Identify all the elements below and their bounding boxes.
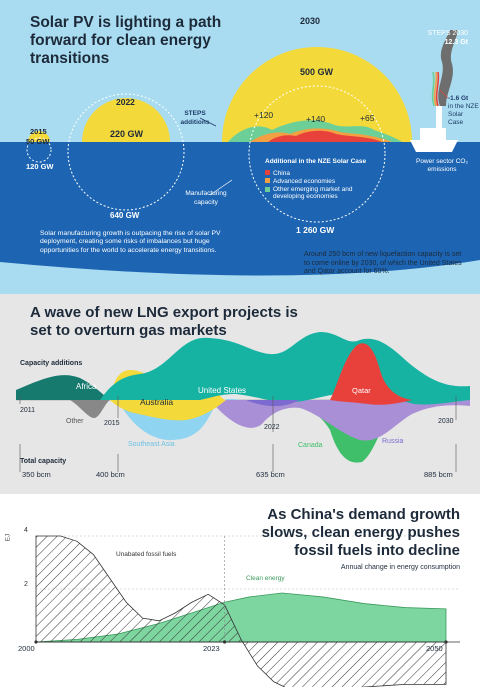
total-capacity-label: Total capacity (20, 458, 67, 465)
xtick-dot-2023 (223, 640, 227, 644)
label-canada: Canada (298, 442, 323, 449)
total-2011: 350 bcm (22, 470, 51, 479)
band-united-states (100, 332, 470, 405)
steps-2022-value: 220 GW (110, 129, 144, 139)
label-united-states: United States (198, 386, 247, 395)
label-clean: Clean energy (246, 575, 285, 582)
tick-2011: 2011 (20, 407, 36, 414)
china-subtitle: Annual change in energy consumption (340, 564, 460, 571)
legend-swatch-china (265, 170, 270, 175)
sun-2022 (82, 98, 170, 142)
ship-label: Power sector CO₂ emissions (415, 158, 468, 173)
nze-china-value: +120 (254, 110, 274, 120)
band-other (70, 400, 110, 418)
total-2022: 635 bcm (256, 470, 285, 479)
nze-line-c: Solar Case (448, 111, 464, 126)
band-qatar (330, 343, 412, 405)
smoke-plume (438, 30, 458, 106)
tick-2022: 2022 (264, 424, 280, 431)
legend-china: China (273, 170, 290, 177)
solar-section: Solar PV is lighting a path forward for … (0, 0, 480, 300)
legend-swatch-emerging (265, 186, 270, 192)
label-fossil: Unabated fossil fuels (116, 551, 177, 558)
steps-2030-label: STEPS 2030 (427, 30, 468, 37)
nze-emerging-value: +65 (360, 113, 375, 123)
sea (0, 142, 480, 276)
label-southeast-asia: Southeast Asia (128, 441, 175, 448)
china-title: As China's demand growth slows, clean en… (261, 506, 460, 559)
china-ylabel: EJ (4, 533, 12, 542)
ytick-4: 4 (24, 527, 28, 534)
nze-emissions: -1.6 Gt in the NZE Solar Case (448, 95, 480, 127)
lng-chart (16, 332, 470, 472)
sun-2030 (221, 46, 412, 142)
nze-line-b: in the NZE (448, 103, 479, 110)
xtick-dot-2000 (34, 640, 38, 644)
nze-hump-china (268, 130, 382, 142)
mfg-2030-value: 1 260 GW (296, 225, 335, 235)
label-africa: Africa (76, 382, 97, 391)
lng-note: Around 250 bcm of new liquefaction capac… (304, 251, 462, 275)
label-australia: Australia (140, 397, 174, 407)
china-chart (34, 535, 460, 687)
capacity-additions-label: Capacity additions (20, 360, 83, 367)
legend: China Advanced economies Other emerging … (265, 170, 385, 201)
legend-title: Additional in the NZE Solar Case (265, 158, 367, 165)
label-other: Other (66, 418, 84, 425)
china-section: As China's demand growth slows, clean en… (0, 494, 480, 687)
year-2022: 2022 (116, 97, 135, 107)
mfg-circle-2015 (26, 137, 52, 163)
steps-2030-value: 500 GW (300, 67, 334, 77)
xtick-2023: 2023 (203, 644, 220, 653)
year-2015: 2015 (30, 127, 47, 136)
lng-title: A wave of new LNG export projects is set… (30, 304, 298, 339)
band-russia (210, 400, 470, 441)
nze-gt: -1.6 Gt (448, 95, 469, 102)
mfg-circle-2022 (67, 93, 185, 211)
legend-advanced: Advanced economies (273, 177, 336, 185)
year-2030: 2030 (300, 16, 321, 26)
nze-advanced-value: +140 (306, 114, 326, 124)
tick-2015: 2015 (104, 420, 120, 427)
label-russia: Russia (382, 438, 404, 445)
tick-2030: 2030 (438, 418, 454, 425)
steps-2030-emissions: STEPS 2030 12.3 Gt (418, 30, 468, 47)
steps-2015-value: 50 GW (26, 137, 50, 146)
xtick-dot-2050 (444, 640, 448, 644)
ship-icon (410, 140, 458, 152)
xtick-2050: 2050 (426, 644, 443, 653)
legend-emerging: Other emerging market and developing eco… (273, 185, 353, 201)
lng-section: A wave of new LNG export projects is set… (0, 294, 480, 494)
total-2030: 885 bcm (424, 470, 453, 479)
total-2015: 400 bcm (96, 470, 125, 479)
steps-additions-label: STEPS additions (180, 110, 210, 126)
mfg-2022-value: 640 GW (110, 211, 140, 220)
mfg-label: Manufacturing capacity (185, 190, 227, 206)
solar-chart (0, 30, 480, 276)
ytick-2: 2 (24, 581, 28, 588)
xtick-2000: 2000 (18, 644, 35, 653)
solar-title: Solar PV is lighting a path forward for … (30, 14, 222, 67)
mfg-2015-value: 120 GW (26, 162, 54, 171)
steps-2030-gt: 12.3 Gt (444, 38, 468, 46)
band-africa (16, 375, 110, 400)
solar-body: Solar manufacturing growth is outpacing … (40, 230, 221, 254)
mfg-circle-2030 (248, 85, 386, 223)
legend-swatch-advanced (265, 177, 270, 183)
label-qatar: Qatar (352, 386, 371, 395)
